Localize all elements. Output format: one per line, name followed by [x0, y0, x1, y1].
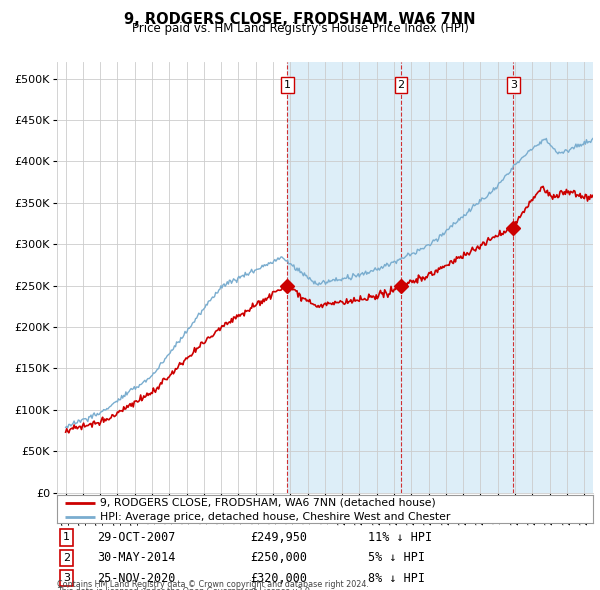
- Text: Price paid vs. HM Land Registry's House Price Index (HPI): Price paid vs. HM Land Registry's House …: [131, 22, 469, 35]
- Bar: [287, 62, 593, 493]
- Text: 25-NOV-2020: 25-NOV-2020: [97, 572, 176, 585]
- Text: £250,000: £250,000: [250, 552, 307, 565]
- Text: This data is licensed under the Open Government Licence v3.0.: This data is licensed under the Open Gov…: [57, 587, 313, 590]
- Text: 1: 1: [63, 533, 70, 542]
- Text: 2: 2: [398, 80, 404, 90]
- Text: 2: 2: [63, 553, 70, 563]
- Text: 30-MAY-2014: 30-MAY-2014: [97, 552, 176, 565]
- Text: £320,000: £320,000: [250, 572, 307, 585]
- Text: 3: 3: [63, 573, 70, 584]
- Text: 9, RODGERS CLOSE, FRODSHAM, WA6 7NN (detached house): 9, RODGERS CLOSE, FRODSHAM, WA6 7NN (det…: [100, 498, 436, 508]
- Text: 29-OCT-2007: 29-OCT-2007: [97, 531, 176, 544]
- Text: Contains HM Land Registry data © Crown copyright and database right 2024.: Contains HM Land Registry data © Crown c…: [57, 581, 369, 589]
- Text: 1: 1: [284, 80, 291, 90]
- Text: 5% ↓ HPI: 5% ↓ HPI: [368, 552, 425, 565]
- Text: £249,950: £249,950: [250, 531, 307, 544]
- Text: 3: 3: [510, 80, 517, 90]
- Text: 9, RODGERS CLOSE, FRODSHAM, WA6 7NN: 9, RODGERS CLOSE, FRODSHAM, WA6 7NN: [124, 12, 476, 27]
- Text: 11% ↓ HPI: 11% ↓ HPI: [368, 531, 432, 544]
- Text: HPI: Average price, detached house, Cheshire West and Chester: HPI: Average price, detached house, Ches…: [100, 512, 450, 522]
- Text: 8% ↓ HPI: 8% ↓ HPI: [368, 572, 425, 585]
